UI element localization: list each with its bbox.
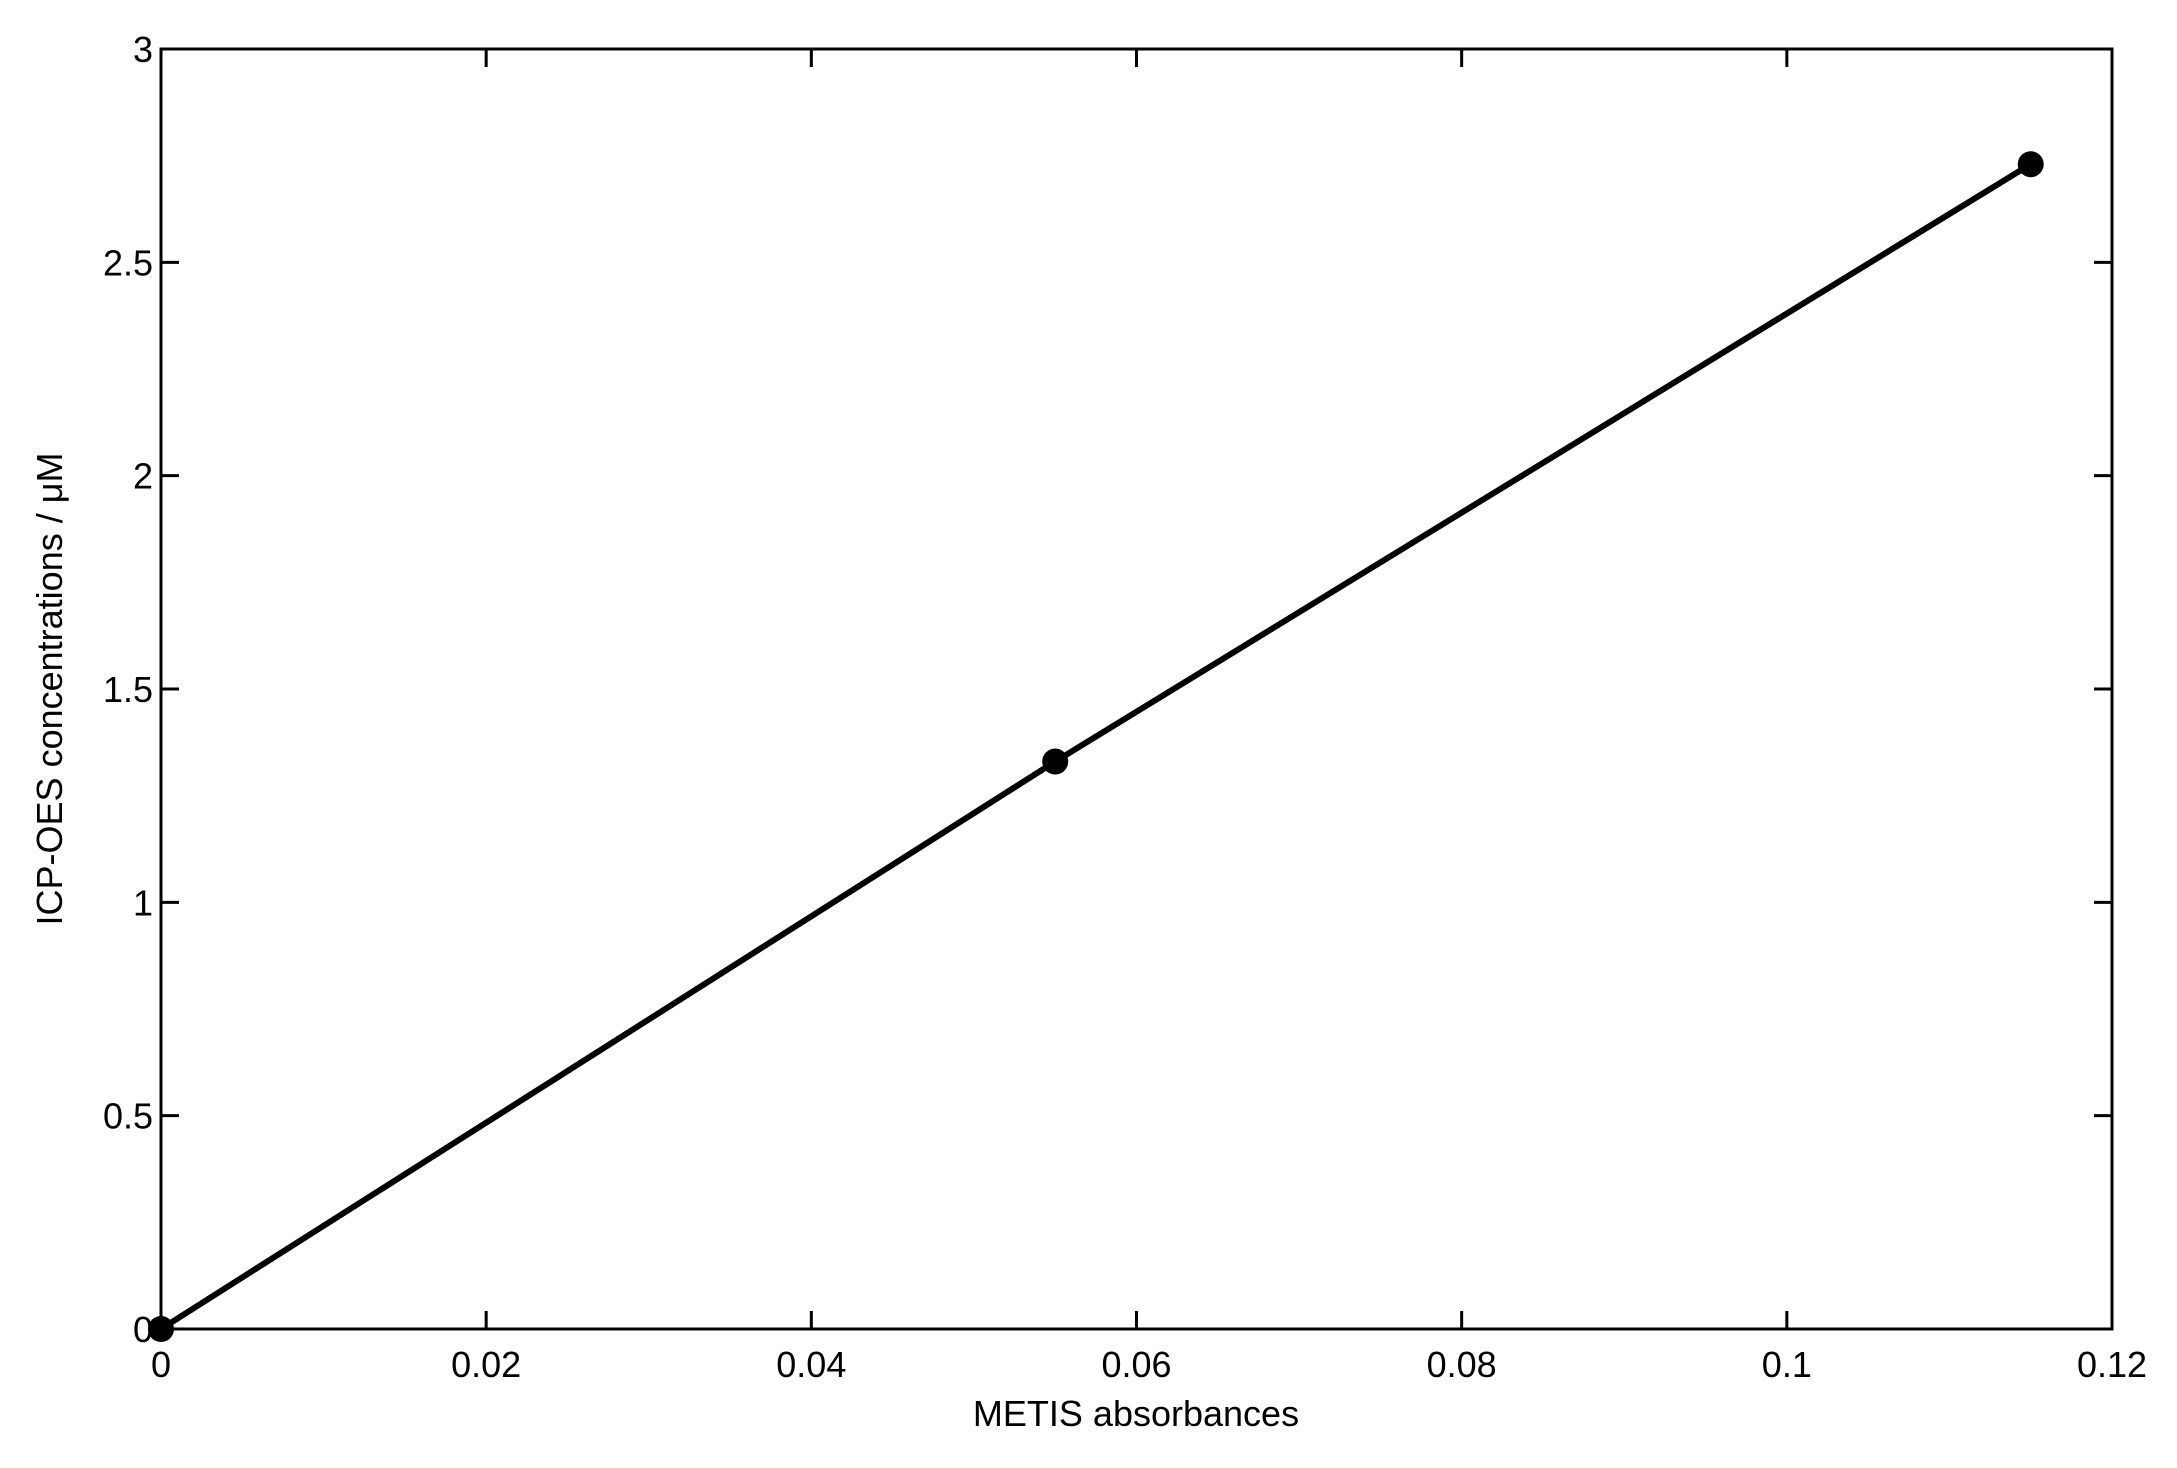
- y-tick-label: 2: [133, 456, 153, 497]
- data-point: [2017, 151, 2044, 178]
- x-tick-label: 0.08: [1427, 1344, 1497, 1385]
- y-tick-label: 0: [133, 1309, 153, 1350]
- y-tick-label: 0.5: [103, 1096, 153, 1137]
- x-tick-label: 0.12: [2077, 1344, 2147, 1385]
- y-tick-label: 2.5: [103, 242, 153, 283]
- plot-frame: [159, 47, 2114, 1331]
- y-tick-label: 1.5: [103, 669, 153, 710]
- x-tick-label: 0.1: [1762, 1344, 1812, 1385]
- y-tick-label: 3: [133, 29, 153, 70]
- x-axis-label: METIS absorbances: [973, 1393, 1299, 1434]
- data-point: [148, 1316, 174, 1342]
- x-tick-label: 0.06: [1101, 1344, 1171, 1385]
- y-axis-label: ICP-OES concentrations / μM: [29, 453, 70, 926]
- x-tick-label: 0.02: [451, 1344, 521, 1385]
- y-tick-label: 1: [133, 882, 153, 923]
- x-tick-label: 0: [151, 1344, 171, 1385]
- x-tick-label: 0.04: [776, 1344, 846, 1385]
- data-line: [159, 161, 2033, 1332]
- data-point: [1042, 748, 1069, 775]
